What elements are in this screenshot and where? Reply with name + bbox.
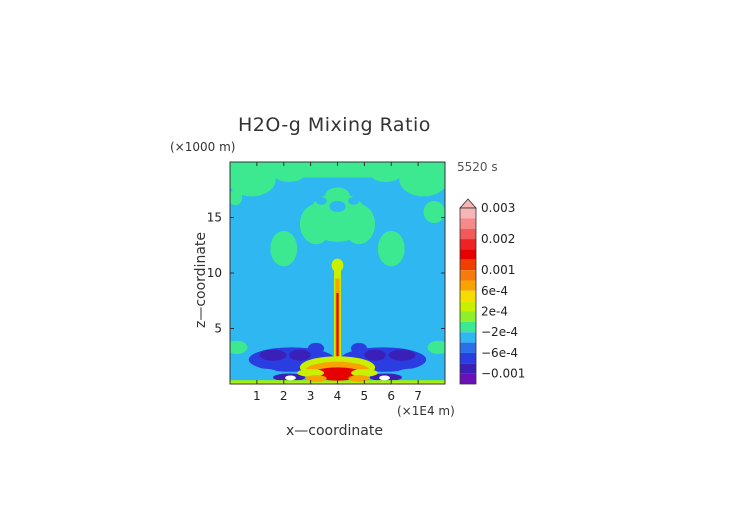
anvil-top xyxy=(325,187,350,204)
colorbar-segment xyxy=(460,363,476,374)
colorbar-label: −0.001 xyxy=(481,367,525,381)
colorbar-segment xyxy=(460,373,476,384)
dry-core xyxy=(259,349,287,361)
x-tick-label: 3 xyxy=(307,389,315,403)
upper-cloud-lobe xyxy=(369,164,402,182)
dry-core xyxy=(364,349,386,361)
colorbar-label: 2e-4 xyxy=(481,305,508,319)
x-tick-label: 2 xyxy=(280,389,288,403)
colorbar-segment xyxy=(460,301,476,312)
anvil-hole-left xyxy=(316,196,327,205)
white-spot-right xyxy=(379,375,390,381)
upper-cloud-lobe xyxy=(273,164,306,182)
low-right-cloud xyxy=(427,340,445,355)
anvil-right-lobe xyxy=(342,204,376,245)
colorbar-segment xyxy=(460,311,476,322)
low-blue xyxy=(240,368,279,378)
colorbar-label: −6e-4 xyxy=(481,346,518,360)
colorbar-label: 0.001 xyxy=(481,263,515,277)
x-tick-label: 1 xyxy=(253,389,261,403)
colorbar-label: 0.002 xyxy=(481,232,515,246)
colorbar-segment xyxy=(460,321,476,333)
x-tick-label: 5 xyxy=(361,389,369,403)
plume-top xyxy=(331,258,344,272)
colorbar-segment xyxy=(460,342,476,353)
upper-cloud-right xyxy=(399,163,445,197)
x-tick-label: 7 xyxy=(414,389,422,403)
axes-group: 1 2 3 4 5 6 7 5 10 15 xyxy=(207,162,445,403)
x-axis-label: x—coordinate xyxy=(286,423,383,439)
plume-foot-right-core xyxy=(348,375,370,382)
left-blob xyxy=(270,230,298,267)
colorbar: 0.003 0.002 0.001 6e-4 2e-4 −2e-4 −6e-4 −0.001 xyxy=(459,198,525,385)
upper-cloud-left xyxy=(230,163,276,197)
colorbar-extend-triangle xyxy=(459,198,477,209)
x-tick-label: 6 xyxy=(387,389,395,403)
colorbar-label: −2e-4 xyxy=(481,325,518,339)
dry-band-upper xyxy=(307,342,325,355)
chart-title: H2O-g Mixing Ratio xyxy=(238,114,431,136)
low-left-cloud xyxy=(230,340,248,355)
dry-core xyxy=(388,349,416,361)
plume-foot-right xyxy=(350,369,378,377)
colorbar-segment xyxy=(460,290,476,302)
plume-foot-left-core xyxy=(305,375,327,382)
colorbar-segment xyxy=(460,218,476,229)
colorbar-segment xyxy=(460,352,476,364)
colorbar-segment xyxy=(460,259,476,271)
anvil-hole xyxy=(329,200,346,212)
z-tick-label: 5 xyxy=(214,322,222,336)
right-edge-cloud xyxy=(423,200,445,224)
colorbar-frame xyxy=(459,207,477,385)
anvil-hole-right xyxy=(348,196,359,205)
colorbar-segment xyxy=(460,280,476,291)
x-unit-label: (×1E4 m) xyxy=(397,404,455,418)
colorbar-segment xyxy=(460,228,476,240)
z-unit-label: (×1000 m) xyxy=(170,140,236,154)
colorbar-segment xyxy=(460,208,476,219)
z-tick-label: 10 xyxy=(207,266,222,280)
right-blob xyxy=(377,230,405,267)
colorbar-segment xyxy=(460,332,476,343)
heatmap-field xyxy=(230,162,445,384)
low-blue xyxy=(396,368,435,378)
colorbar-label: 6e-4 xyxy=(481,284,508,298)
anvil-left-lobe xyxy=(299,204,333,245)
time-label: 5520 s xyxy=(457,160,498,174)
colorbar-segment xyxy=(460,239,476,250)
white-spot-left xyxy=(285,375,296,381)
dry-band-upper xyxy=(350,342,368,355)
plume-foot-left xyxy=(297,369,325,377)
left-edge-cloud xyxy=(230,189,243,206)
colorbar-segment xyxy=(460,249,476,260)
plume-column-2 xyxy=(336,292,339,371)
colorbar-segment xyxy=(460,270,476,281)
x-tick-label: 4 xyxy=(334,389,342,403)
colorbar-label: 0.003 xyxy=(481,201,515,215)
z-tick-label: 15 xyxy=(207,211,222,225)
dry-core xyxy=(289,349,311,361)
